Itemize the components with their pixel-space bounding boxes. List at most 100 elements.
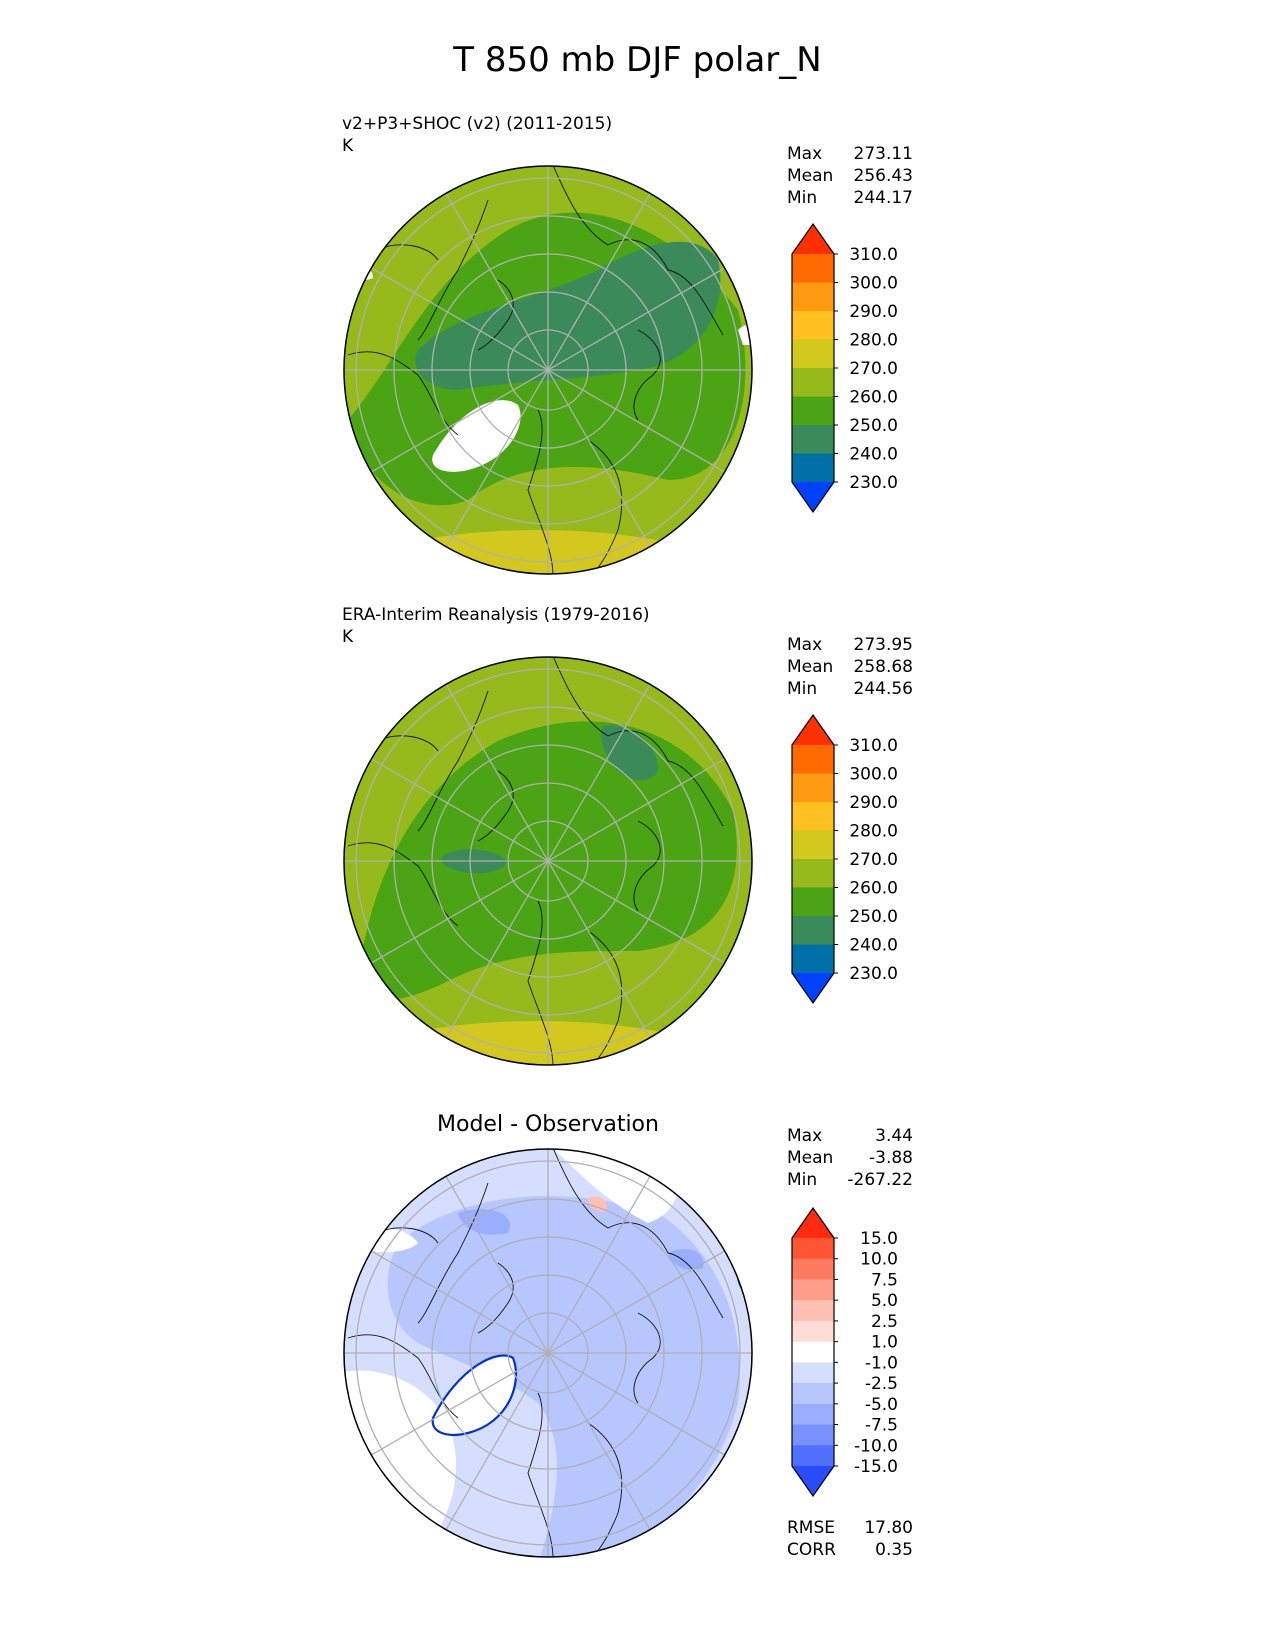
colorbar-bin [792,425,834,454]
colorbar-tick-label: -1.0 [865,1353,898,1373]
stat-label: Mean [787,657,834,677]
missing-data [432,400,521,472]
stat-mean: Mean -3.88 [787,1147,913,1169]
colorbar-bin [792,1238,834,1260]
colorbar-bin [792,887,834,917]
colorbar-tick-label: 10.0 [860,1250,898,1270]
stat-label: Min [787,188,818,208]
colorbar-bin [792,1424,834,1446]
coastline [527,900,554,1065]
colorbar-tick-label: 290.0 [849,302,898,322]
colorbar-bin [792,396,834,426]
colorbar-tick-label: -10.0 [854,1436,898,1456]
map-boundary [343,165,753,575]
stat-label: Max [787,144,823,164]
colorbar-tick-label: -5.0 [865,1395,898,1415]
coastline [552,657,724,827]
panel1-units: K [342,136,354,156]
panel2-title-text: ERA-Interim Reanalysis (1979-2016) [342,605,650,625]
stat-value: 256.43 [853,166,913,186]
coastline [587,930,623,1065]
panel2-colorbar: 310.0 300.0 290.0 280.0 270.0 260.0 250.0 240.0… [791,713,898,1005]
coastline [527,1392,554,1557]
field-region [356,1229,368,1240]
meridian-line [445,1176,651,1530]
stat-label: Max [787,635,823,655]
colorbar-extend-min [792,482,834,512]
map-field [344,1149,752,1557]
colorbar-tick-label: 2.5 [871,1312,898,1332]
figure-title: T 850 mb DJF polar_N [453,40,822,80]
colorbar-bin [792,944,834,974]
stat-max: Max 273.95 [787,634,913,656]
colorbar-tick-label: 300.0 [849,274,898,294]
colorbar-bin [792,1445,834,1467]
colorbar-tick-label: 15.0 [860,1229,898,1249]
stat-value: 273.11 [853,144,913,164]
coastline [417,690,489,832]
missing-data [738,325,752,345]
field-region [344,166,418,200]
panel2-stats: Max 273.95 Mean 258.68 Min 244.56 [787,634,913,700]
map-field [344,166,752,574]
stat-mean: Mean 258.68 [787,656,913,678]
stat-label: Max [787,1126,823,1146]
stat-value: 3.44 [875,1126,913,1146]
colorbar-tick-label: 290.0 [849,793,898,813]
colorbar-bin [792,745,834,774]
colorbar-bin [792,773,834,803]
stat-label: Mean [787,166,834,186]
panel2-units: K [342,627,354,647]
colorbar-tick-label: 260.0 [849,388,898,408]
stat-min: Min -267.22 [787,1169,913,1191]
metric-corr: CORR 0.35 [787,1539,913,1561]
colorbar-tick-label: 280.0 [849,331,898,351]
stat-min: Min 244.17 [787,187,913,209]
colorbar-tick-label: 250.0 [849,416,898,436]
colorbar-tick-label: 270.0 [849,850,898,870]
map-field [344,657,752,1065]
colorbar-bin [792,1362,834,1384]
field-region [668,1248,704,1270]
panel3-colorbar: 15.010.07.55.02.51.0-1.0-2.5-5.0-7.5-10.… [791,1206,898,1498]
colorbar-bin [792,254,834,283]
colorbar-tick-label: 230.0 [849,473,898,493]
colorbar-bin [792,1320,834,1343]
colorbar-extend-min [792,1466,834,1496]
colorbar-tick-label: -2.5 [865,1374,898,1394]
coastline [527,409,554,574]
colorbar-bin [792,1403,834,1426]
panel1-map [343,165,753,575]
coastline [587,439,623,574]
colorbar-tick-label: 310.0 [849,245,898,265]
colorbar-bin [792,1341,834,1363]
contour-region [350,1239,368,1253]
stat-label: Min [787,1170,818,1190]
stat-value: 273.95 [853,635,913,655]
panel2-map [343,656,753,1066]
colorbar-bin [792,311,834,340]
colorbar-tick-label: 1.0 [871,1333,898,1353]
colorbar-bin [792,802,834,831]
coastline [477,279,514,351]
colorbar-extend-max [792,224,834,254]
meridian-line [445,193,651,547]
stat-value: 258.68 [853,657,913,677]
stat-min: Min 244.56 [787,678,913,700]
coastline [633,329,661,421]
colorbar-tick-label: 310.0 [849,736,898,756]
panel1-stats: Max 273.11 Mean 256.43 Min 244.17 [787,143,913,209]
colorbar-bin [792,368,834,397]
colorbar-tick-label: 250.0 [849,907,898,927]
colorbar-bin [792,1300,834,1322]
map-boundary [343,656,753,1066]
metric-label: RMSE [787,1518,836,1538]
metric-value: 0.35 [875,1540,913,1560]
stat-mean: Mean 256.43 [787,165,913,187]
coastline [633,820,661,912]
colorbar-extend-max [792,715,834,745]
stat-max: Max 3.44 [787,1125,913,1147]
panel1-title: v2+P3+SHOC (v2) (2011-2015) K [342,113,612,157]
colorbar-extend-max [792,1208,834,1238]
panel3-stats: Max 3.44 Mean -3.88 Min -267.22 [787,1125,913,1191]
